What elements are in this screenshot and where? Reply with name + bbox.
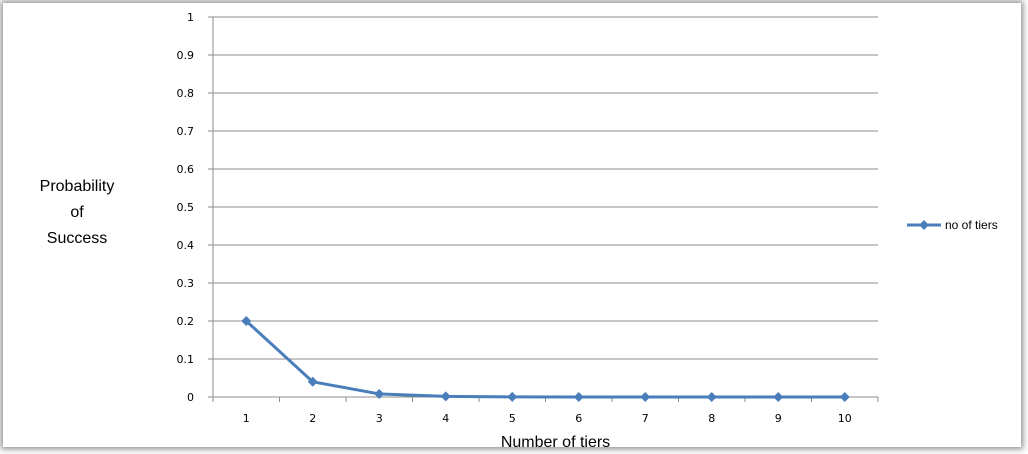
y-tick-labels: 0 0.1 0.2 0.3 0.4 0.5 0.6 0.7 0.8 0.9 1 <box>177 11 195 404</box>
y-tick-label: 0.7 <box>177 125 195 138</box>
y-tick-label: 0.3 <box>177 277 195 290</box>
x-tick-label: 6 <box>575 412 582 425</box>
x-tick-label: 9 <box>775 412 782 425</box>
axes <box>208 16 879 402</box>
y-tick-label: 1 <box>187 11 194 24</box>
y-tick-label: 0.4 <box>177 239 195 252</box>
y-tick-label: 0.8 <box>177 87 195 100</box>
y-tick-label: 0.2 <box>177 315 195 328</box>
y-tick-label: 0.5 <box>177 201 195 214</box>
legend: no of tiers <box>907 218 998 232</box>
x-tick-label: 1 <box>243 412 250 425</box>
x-tick-labels: 1 2 3 4 5 6 7 8 9 10 <box>243 412 852 425</box>
x-tick-label: 4 <box>442 412 449 425</box>
data-point <box>640 392 651 402</box>
y-tick-label: 0.1 <box>177 353 195 366</box>
x-tick-label: 10 <box>838 412 852 425</box>
x-tick-label: 8 <box>708 412 715 425</box>
data-point <box>706 392 717 402</box>
data-point <box>573 391 584 402</box>
data-point <box>839 392 850 402</box>
y-tick-label: 0.6 <box>177 163 195 176</box>
series <box>241 316 850 402</box>
x-tick-label: 7 <box>642 412 649 425</box>
y-axis-title-line: of <box>70 204 84 221</box>
legend-label: no of tiers <box>945 218 998 232</box>
y-tick-label: 0.9 <box>177 49 195 62</box>
x-tick-label: 5 <box>509 412 516 425</box>
data-point <box>374 388 385 399</box>
x-tick-label: 2 <box>309 412 316 425</box>
gridlines <box>213 16 878 360</box>
data-point <box>773 392 784 402</box>
data-point <box>241 316 252 326</box>
series-line <box>244 319 847 399</box>
y-tick-label: 0 <box>187 391 194 404</box>
y-axis-title: Probability of Success <box>40 178 115 247</box>
x-tick-label: 3 <box>376 412 383 425</box>
x-axis-title: Number of tiers <box>501 434 610 447</box>
legend-marker <box>919 220 929 230</box>
data-point <box>440 391 451 402</box>
data-point <box>307 376 318 387</box>
data-point <box>507 391 518 402</box>
y-axis-title-line: Success <box>47 230 107 247</box>
y-axis-title-line: Probability <box>40 178 115 195</box>
